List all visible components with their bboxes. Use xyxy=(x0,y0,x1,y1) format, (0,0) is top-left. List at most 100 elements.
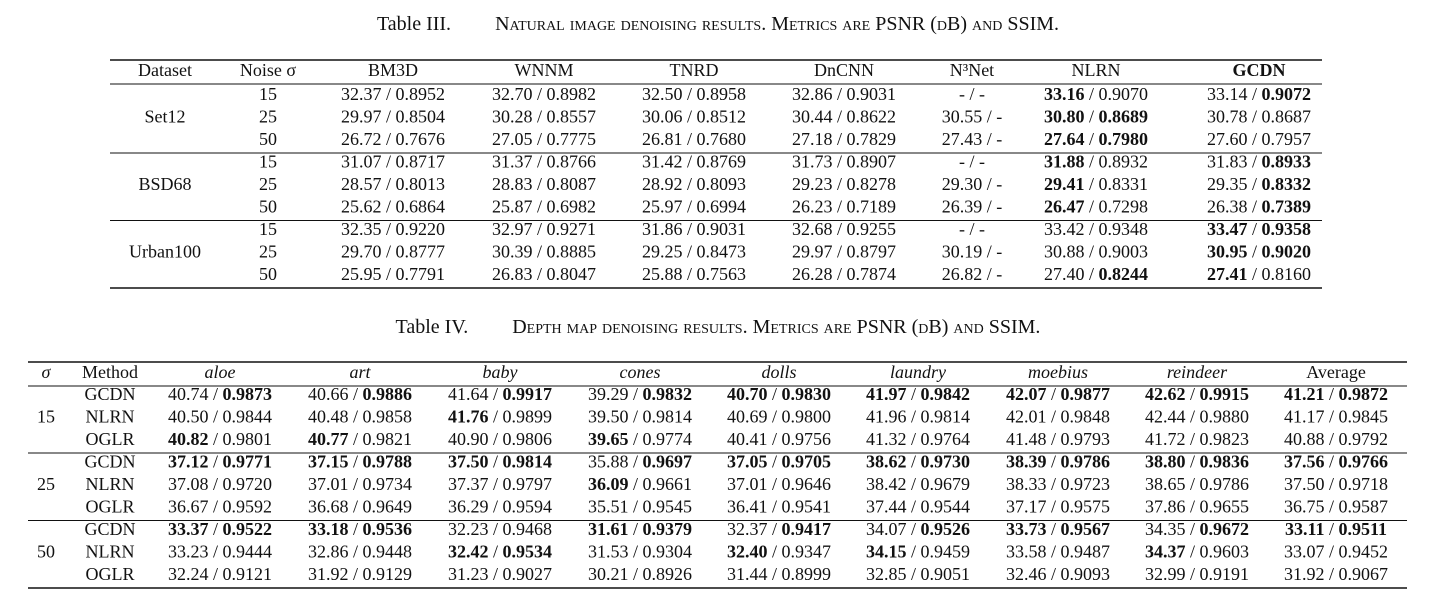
separator: / xyxy=(1084,264,1098,284)
psnr: 32.86 xyxy=(792,84,833,104)
ssim: 0.9511 xyxy=(1339,519,1388,539)
row-key: GCDN xyxy=(84,384,135,404)
separator: / xyxy=(767,429,781,449)
ssim: 0.9788 xyxy=(363,452,413,472)
separator: / xyxy=(1084,174,1098,194)
psnr: 36.09 xyxy=(588,474,629,494)
ssim: 0.9271 xyxy=(547,219,597,239)
ssim: 0.8622 xyxy=(847,107,897,127)
ssim: 0.9661 xyxy=(643,474,693,494)
cell: 40.74 / 0.9873 xyxy=(168,384,272,404)
separator: / xyxy=(906,384,920,404)
psnr: 27.41 xyxy=(1207,264,1248,284)
cell: 38.42 / 0.9679 xyxy=(866,474,970,494)
ssim: - xyxy=(996,174,1002,194)
separator: / xyxy=(1046,542,1060,562)
ssim: 0.9858 xyxy=(363,407,413,427)
psnr: 32.68 xyxy=(792,219,833,239)
cell: - / - xyxy=(959,84,985,104)
psnr: 36.29 xyxy=(448,497,489,517)
ssim: 0.8331 xyxy=(1099,174,1149,194)
psnr: 39.50 xyxy=(588,407,629,427)
ssim: 0.9880 xyxy=(1200,407,1250,427)
separator: / xyxy=(381,84,395,104)
ssim: 0.9899 xyxy=(503,407,553,427)
cell: 33.58 / 0.9487 xyxy=(1006,542,1110,562)
separator: / xyxy=(982,264,996,284)
separator: / xyxy=(628,519,642,539)
cell: 33.14 / 0.9072 xyxy=(1207,84,1311,104)
ssim: 0.8717 xyxy=(396,152,446,172)
separator: / xyxy=(532,242,546,262)
ssim: 0.9522 xyxy=(223,519,273,539)
ssim: 0.9915 xyxy=(1200,384,1250,404)
psnr: 25.87 xyxy=(492,197,533,217)
ssim: 0.7791 xyxy=(396,264,446,284)
ssim: 0.9845 xyxy=(1339,407,1389,427)
ssim: 0.9526 xyxy=(921,519,971,539)
separator: / xyxy=(1185,519,1199,539)
separator: / xyxy=(965,152,979,172)
cell: 33.11 / 0.9511 xyxy=(1285,519,1387,539)
psnr: 26.82 xyxy=(942,264,983,284)
cell: 38.33 / 0.9723 xyxy=(1006,474,1110,494)
psnr: 33.18 xyxy=(308,519,349,539)
separator: / xyxy=(488,474,502,494)
separator: / xyxy=(1084,197,1098,217)
ssim: 0.9544 xyxy=(921,497,971,517)
separator: / xyxy=(1046,429,1060,449)
separator: / xyxy=(982,107,996,127)
separator: / xyxy=(767,519,781,539)
separator: / xyxy=(1185,542,1199,562)
separator: / xyxy=(1185,407,1199,427)
separator: / xyxy=(906,497,920,517)
psnr: 38.42 xyxy=(866,474,907,494)
cell: 25.97 / 0.6994 xyxy=(642,197,746,217)
cell: 36.41 / 0.9541 xyxy=(727,497,831,517)
psnr: 31.73 xyxy=(792,152,833,172)
psnr: 30.80 xyxy=(1044,107,1085,127)
cell: 40.48 / 0.9858 xyxy=(308,407,412,427)
cell: 29.23 / 0.8278 xyxy=(792,174,896,194)
psnr: 27.64 xyxy=(1044,129,1085,149)
psnr: 38.80 xyxy=(1145,452,1186,472)
cell: 29.30 / - xyxy=(942,174,1003,194)
psnr: 41.48 xyxy=(1006,429,1047,449)
cell: 32.37 / 0.8952 xyxy=(341,84,445,104)
separator: / xyxy=(628,429,642,449)
cell: 30.78 / 0.8687 xyxy=(1207,107,1311,127)
separator: / xyxy=(348,384,362,404)
cell: 32.46 / 0.9093 xyxy=(1006,564,1110,584)
column-header: DnCNN xyxy=(814,60,874,80)
row-key: GCDN xyxy=(84,452,135,472)
ssim: 0.9873 xyxy=(223,384,273,404)
cell: 26.47 / 0.7298 xyxy=(1044,197,1148,217)
psnr: 26.47 xyxy=(1044,197,1085,217)
ssim: 0.9801 xyxy=(223,429,273,449)
cell: 28.57 / 0.8013 xyxy=(341,174,445,194)
ssim: 0.7874 xyxy=(847,264,897,284)
group-label: Set12 xyxy=(144,107,185,127)
cell: 40.70 / 0.9830 xyxy=(727,384,831,404)
psnr: 33.23 xyxy=(168,542,209,562)
ssim: 0.7680 xyxy=(697,129,747,149)
cell: 36.75 / 0.9587 xyxy=(1284,497,1388,517)
cell: 35.88 / 0.9697 xyxy=(588,452,692,472)
psnr: 37.15 xyxy=(308,452,349,472)
cell: 27.05 / 0.7775 xyxy=(492,129,596,149)
row-key: 15 xyxy=(259,152,277,172)
ssim: 0.9697 xyxy=(643,452,693,472)
psnr: 39.29 xyxy=(588,384,629,404)
separator: / xyxy=(832,129,846,149)
ssim: 0.9255 xyxy=(847,219,897,239)
separator: / xyxy=(767,542,781,562)
ssim: 0.9836 xyxy=(1200,452,1250,472)
psnr: 30.78 xyxy=(1207,107,1248,127)
row-key: 15 xyxy=(259,84,277,104)
ssim: 0.6864 xyxy=(396,197,446,217)
psnr: 40.77 xyxy=(308,429,349,449)
separator: / xyxy=(767,564,781,584)
ssim: 0.8777 xyxy=(396,242,446,262)
ssim: 0.8087 xyxy=(547,174,597,194)
cell: 31.07 / 0.8717 xyxy=(341,152,445,172)
